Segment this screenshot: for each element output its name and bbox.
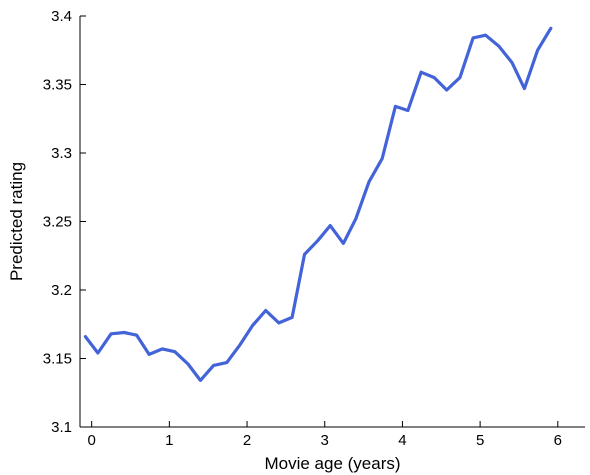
y-tick-label: 3.25 xyxy=(43,214,72,231)
x-tick-label: 1 xyxy=(165,432,173,449)
x-tick-label: 3 xyxy=(321,432,329,449)
y-tick-label: 3.2 xyxy=(51,282,72,299)
x-axis-label: Movie age (years) xyxy=(264,454,400,473)
y-axis-label: Predicted rating xyxy=(7,162,26,281)
x-tick-label: 6 xyxy=(554,432,562,449)
y-tick-label: 3.4 xyxy=(51,8,72,25)
x-tick-label: 4 xyxy=(398,432,406,449)
y-tick-label: 3.15 xyxy=(43,351,72,368)
x-tick-label: 2 xyxy=(243,432,251,449)
x-tick-label: 5 xyxy=(476,432,484,449)
series-layer xyxy=(83,26,553,382)
x-tick-label: 0 xyxy=(87,432,95,449)
y-tick-label: 3.3 xyxy=(51,145,72,162)
y-tick-label: 3.1 xyxy=(51,419,72,436)
x-ticks: 0 1 2 3 4 5 6 xyxy=(87,421,562,449)
y-tick-label: 3.35 xyxy=(43,77,72,94)
series-line xyxy=(83,26,553,382)
chart-axes xyxy=(79,16,585,428)
y-ticks: 3.1 3.15 3.2 3.25 3.3 3.35 3.4 xyxy=(43,8,86,436)
